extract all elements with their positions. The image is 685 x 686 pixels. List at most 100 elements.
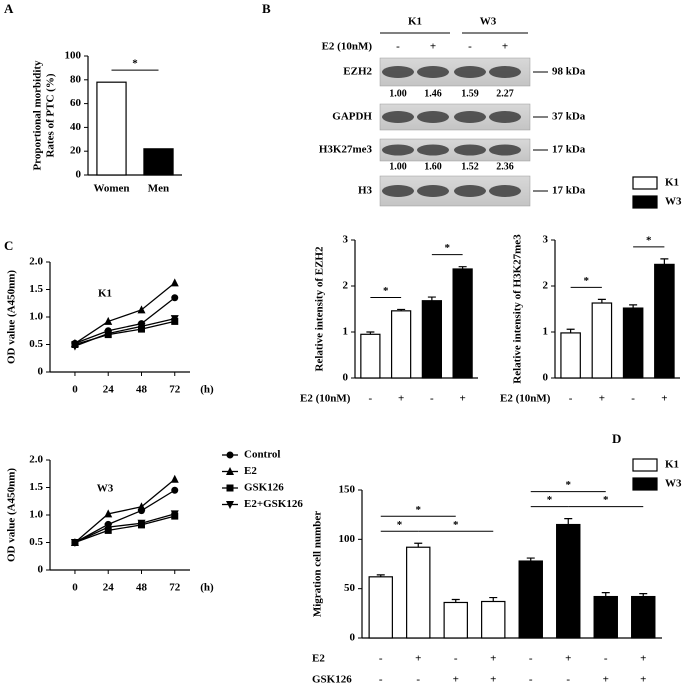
significance-label: *	[453, 519, 459, 531]
treatment-value: +	[502, 41, 508, 53]
point	[70, 342, 79, 351]
significance-label: *	[547, 494, 553, 506]
row-value: +	[640, 653, 646, 665]
legend-label: GSK126	[244, 482, 284, 494]
y-axis-label: Proportional morbidity	[32, 60, 44, 171]
bar	[481, 600, 506, 639]
legend-marker	[226, 467, 234, 475]
row-label: E2 (10nM)	[500, 393, 551, 405]
y-tick-label: 1	[343, 326, 349, 338]
x-tick-label: 24	[103, 384, 115, 396]
error-bar	[597, 298, 606, 304]
row-value: -	[529, 653, 533, 665]
blot-band	[489, 66, 521, 78]
legend-label: E2+GSK126	[244, 498, 303, 510]
point	[171, 486, 179, 494]
bar	[452, 268, 473, 379]
blot-band	[417, 111, 449, 123]
point	[104, 523, 113, 532]
y-tick-label: 20	[70, 145, 82, 157]
blot-band	[417, 185, 449, 197]
significance-label: *	[646, 234, 652, 246]
blot-size: 98 kDa	[552, 66, 586, 78]
point	[171, 294, 179, 302]
row-value: +	[490, 674, 496, 686]
row-value: +	[490, 653, 496, 665]
treatment-value: +	[430, 41, 436, 53]
row-value: -	[379, 674, 383, 686]
series-line	[74, 489, 176, 544]
blot-band	[454, 111, 486, 123]
bar	[631, 595, 656, 639]
panel-label: D	[612, 431, 621, 446]
bar	[390, 310, 412, 379]
band-quantification: 2.27	[496, 88, 514, 99]
bar	[368, 576, 393, 639]
group-label: W3	[480, 16, 497, 28]
x-axis-label: (h)	[200, 582, 214, 594]
legend-marker	[226, 501, 234, 509]
blot-band	[489, 185, 521, 197]
row-value: -	[566, 674, 570, 686]
y-tick-label: 80	[70, 73, 82, 85]
band-quantification: 1.59	[461, 88, 479, 99]
treatment-value: -	[396, 41, 400, 53]
band-quantification: 1.60	[424, 161, 442, 172]
y-tick-label: 0.5	[29, 536, 43, 548]
significance-label: *	[397, 519, 403, 531]
row-value: -	[604, 653, 608, 665]
error-bar	[366, 331, 375, 335]
row-label: GSK126	[312, 674, 352, 686]
x-tick-label: 0	[72, 582, 78, 594]
significance-label: *	[132, 58, 138, 70]
band-quantification: 1.46	[424, 88, 442, 99]
significance-label: *	[603, 494, 609, 506]
error-bar	[489, 596, 498, 602]
row-value: -	[430, 393, 434, 405]
point	[137, 305, 146, 314]
y-tick-label: 150	[339, 484, 356, 496]
error-bar	[451, 598, 460, 603]
significance-label: *	[584, 275, 590, 287]
row-value: +	[398, 393, 404, 405]
error-bar	[564, 518, 573, 525]
point	[104, 316, 113, 325]
y-tick-label: 60	[70, 97, 82, 109]
y-tick-label: 0	[350, 632, 356, 644]
x-tick-label: 72	[169, 582, 181, 594]
y-tick-label: 100	[65, 50, 82, 62]
legend-swatch	[632, 477, 658, 491]
y-tick-label: 2.0	[29, 256, 43, 268]
row-value: +	[565, 653, 571, 665]
error-bar	[414, 542, 423, 548]
treatment-label: E2 (10nM)	[322, 41, 373, 53]
bar	[96, 81, 127, 176]
legend-label: K1	[665, 459, 679, 471]
legend-label: W3	[665, 196, 682, 208]
bar	[560, 332, 581, 379]
significance-label: *	[416, 504, 422, 516]
error-bar	[458, 266, 467, 269]
significance-label: *	[445, 242, 451, 254]
y-tick-label: 1.0	[29, 311, 43, 323]
bar	[143, 148, 174, 176]
row-value: +	[603, 674, 609, 686]
y-tick-label: 3	[343, 234, 349, 246]
legend-marker	[226, 451, 234, 459]
point	[70, 539, 79, 547]
bar	[443, 601, 468, 639]
chart-title: W3	[97, 483, 114, 495]
row-value: -	[416, 674, 420, 686]
panel-label: B	[262, 1, 271, 16]
point	[137, 519, 146, 528]
bar	[654, 263, 675, 379]
row-value: +	[661, 393, 667, 405]
y-tick-label: 2	[343, 280, 349, 292]
blot-band	[454, 66, 486, 78]
y-axis-label: OD value (A450nm)	[6, 468, 18, 562]
y-tick-label: 1.5	[29, 481, 43, 493]
chart-title: K1	[98, 288, 112, 300]
row-value: +	[599, 393, 605, 405]
y-axis-label: Relative intensity of EZH2	[314, 246, 326, 371]
point	[137, 502, 146, 511]
